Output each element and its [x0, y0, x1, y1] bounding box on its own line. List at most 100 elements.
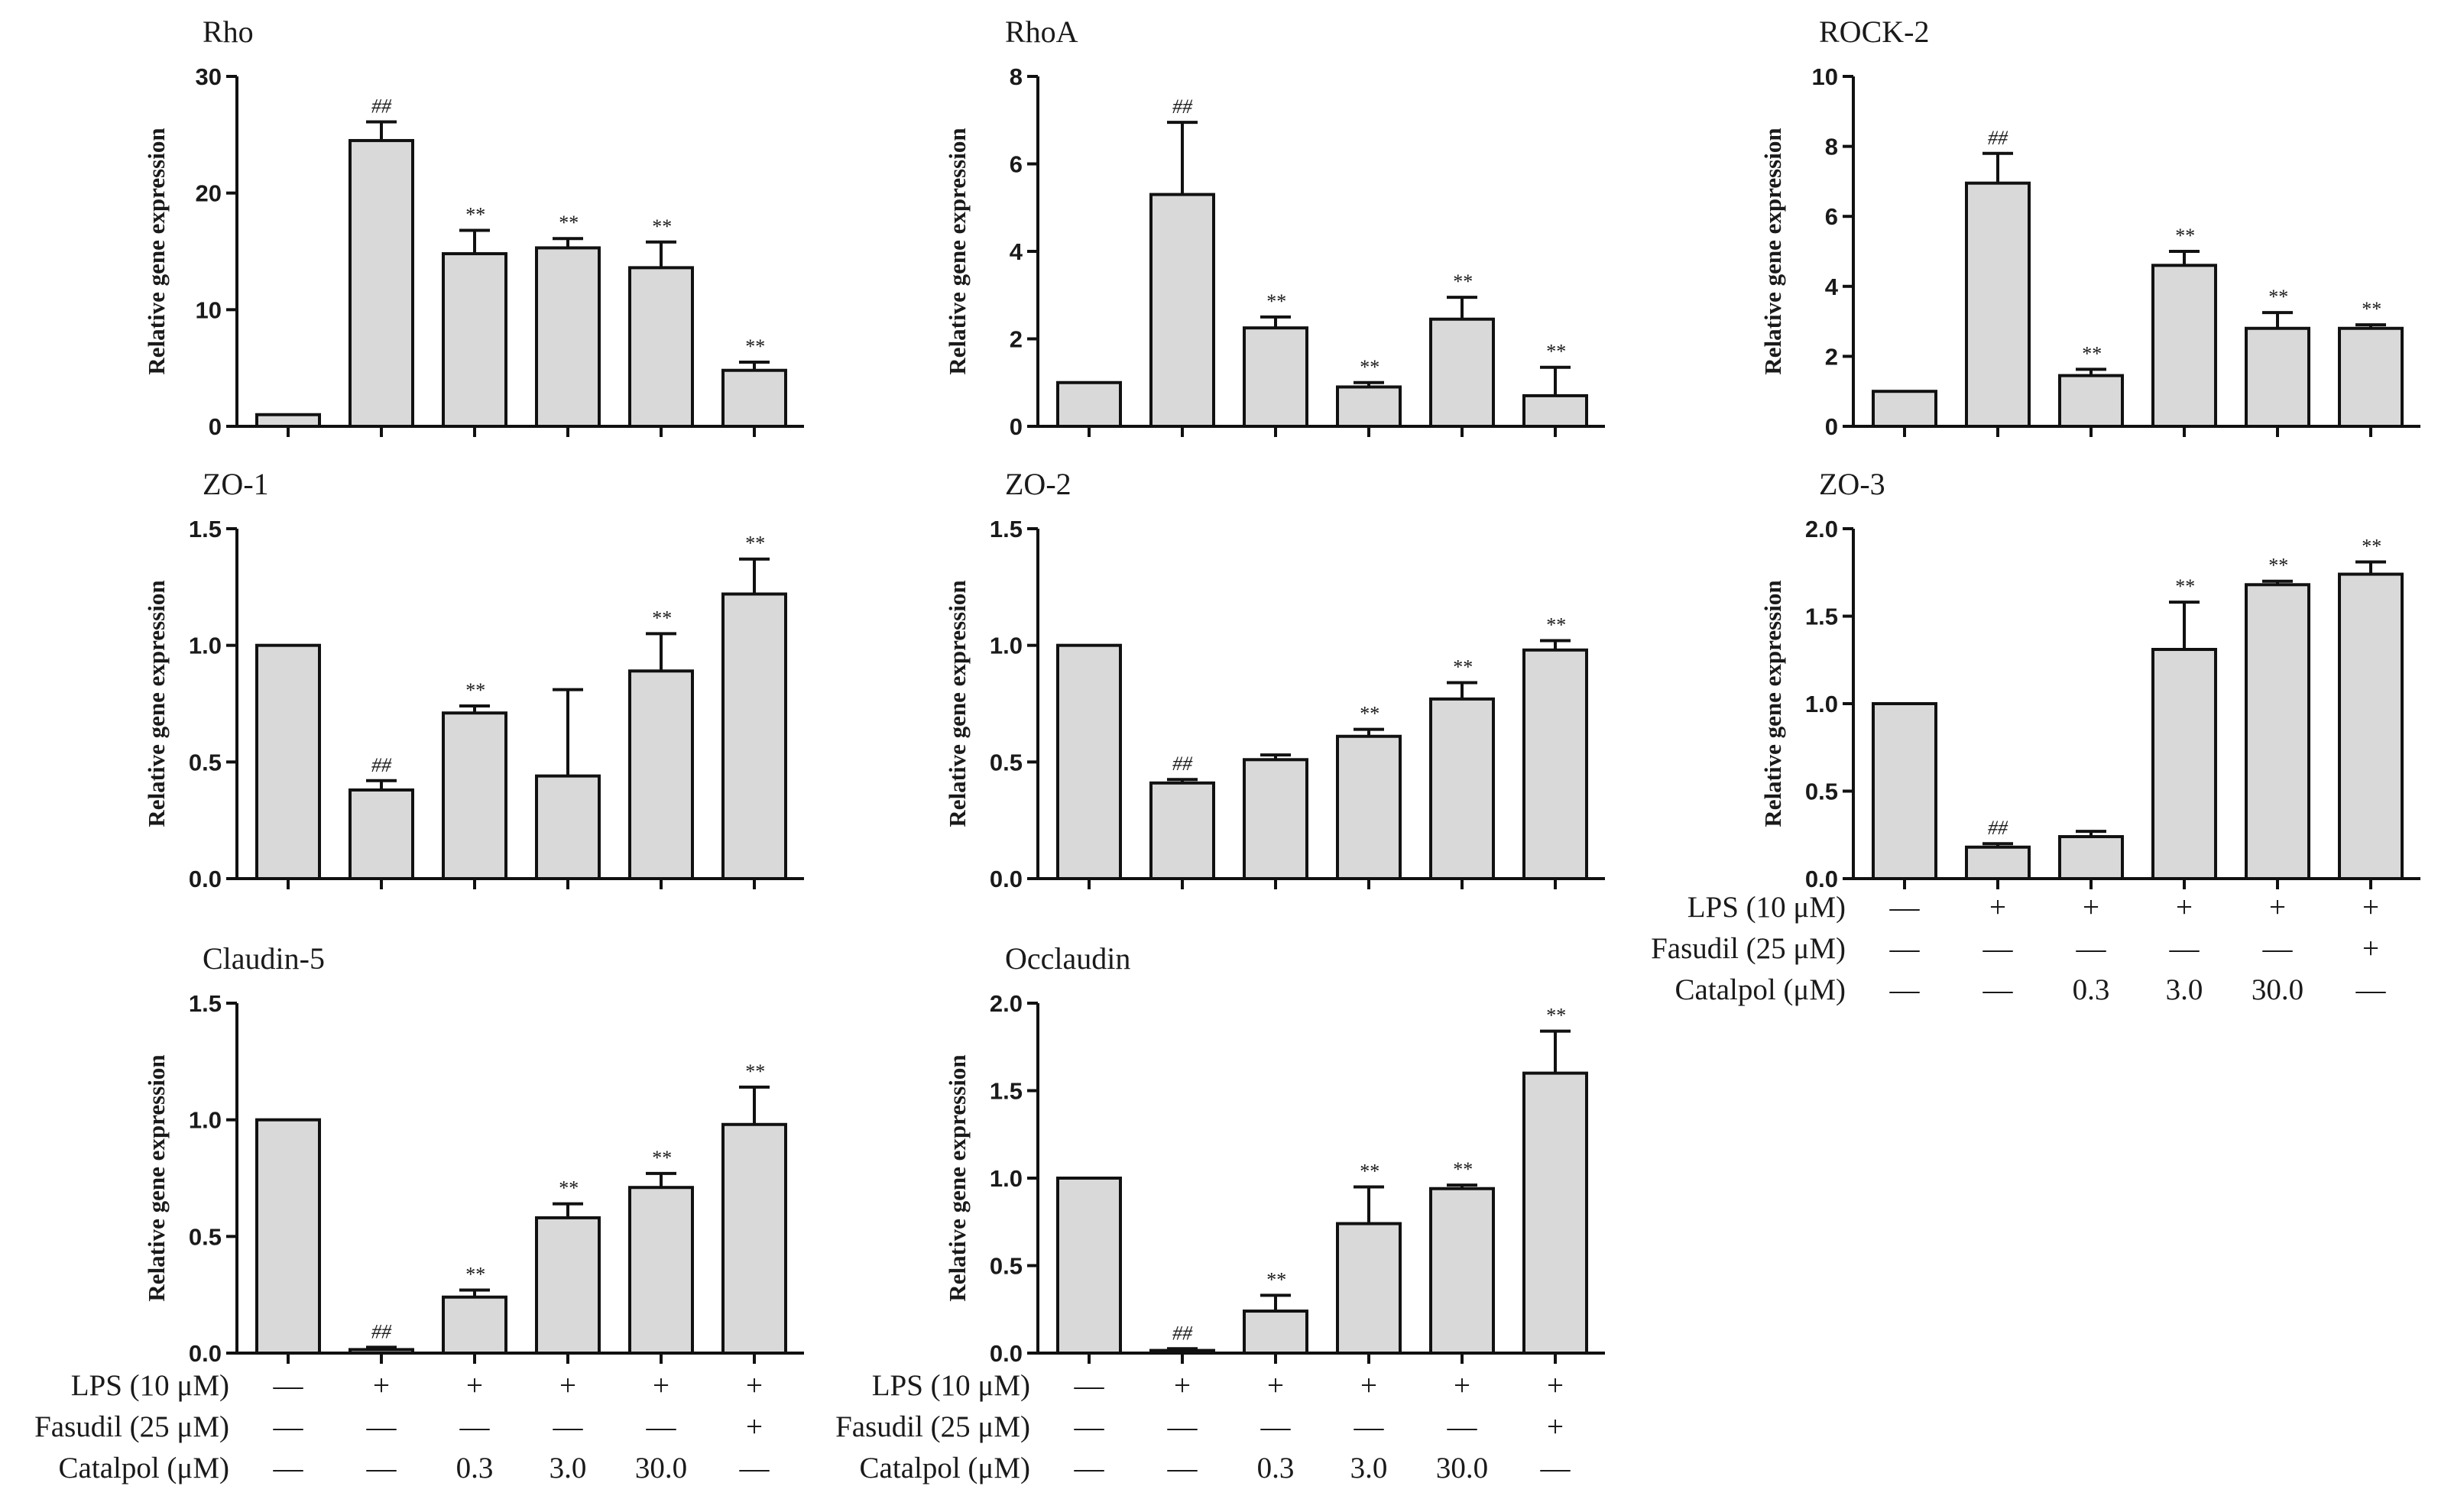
- condition-value: —: [1260, 1410, 1292, 1443]
- condition-value: 3.0: [2166, 973, 2203, 1006]
- y-tick-label: 8: [1010, 63, 1023, 90]
- significance-marker: **: [2361, 536, 2381, 558]
- bar: [2245, 326, 2310, 429]
- bar: [628, 669, 694, 881]
- y-tick-label: 0.5: [990, 1253, 1023, 1280]
- y-tick-label: 2.0: [1805, 516, 1838, 542]
- y-tick-label: 1.0: [990, 1165, 1023, 1192]
- condition-value: +: [1360, 1369, 1377, 1402]
- panel-title: ZO-3: [1819, 467, 1885, 501]
- condition-value: —: [273, 1369, 304, 1402]
- condition-value: 3.0: [550, 1452, 587, 1484]
- significance-marker: ##: [371, 96, 392, 118]
- chart-panel-3: ROCK-2 0 2 4 6 8 10 Relative gene expression ## *…: [1759, 15, 2420, 440]
- significance-marker: **: [1545, 341, 1565, 363]
- significance-marker: **: [1266, 290, 1285, 312]
- significance-marker: **: [651, 1147, 671, 1169]
- bar: [2245, 583, 2310, 881]
- condition-label: LPS (10 μM): [872, 1369, 1030, 1402]
- y-tick-label: 0.5: [990, 749, 1023, 775]
- chart-panel-5: ZO-2 0.0 0.5 1.0 1.5 Relative gene expression…: [944, 467, 1605, 892]
- bar: [1429, 1187, 1495, 1355]
- y-tick-label: 0: [209, 413, 222, 440]
- condition-label: Fasudil (25 μM): [835, 1410, 1030, 1443]
- y-tick-label: 0.5: [189, 1223, 222, 1250]
- bar: [255, 1118, 321, 1355]
- bar: [442, 252, 507, 429]
- significance-marker: **: [465, 679, 485, 701]
- condition-value: —: [366, 1452, 397, 1484]
- condition-value: —: [2076, 932, 2107, 965]
- condition-value: 0.3: [2073, 973, 2110, 1006]
- significance-marker: **: [558, 1177, 578, 1200]
- bar: [721, 368, 787, 428]
- condition-value: —: [1889, 891, 1921, 924]
- condition-value: —: [366, 1410, 397, 1443]
- condition-value: —: [459, 1410, 491, 1443]
- significance-marker: **: [1545, 1005, 1565, 1027]
- condition-value: —: [1889, 932, 1921, 965]
- bar: [535, 246, 601, 429]
- condition-value: 30.0: [2252, 973, 2303, 1006]
- significance-marker: **: [744, 335, 764, 358]
- condition-table-1: LPS (10 μM) — + + + + + Fasudil (25 μM) — — — — — + Ca…: [1651, 891, 2386, 1006]
- significance-marker: **: [744, 533, 764, 555]
- bar: [255, 413, 321, 429]
- condition-value: +: [1174, 1369, 1191, 1402]
- y-tick-label: 10: [196, 296, 222, 323]
- panel-title: Rho: [203, 15, 254, 49]
- condition-value: —: [1982, 932, 2014, 965]
- bar: [2151, 264, 2217, 428]
- condition-value: +: [746, 1369, 763, 1402]
- bar: [1243, 758, 1308, 881]
- bar: [721, 592, 787, 880]
- significance-marker: **: [1359, 356, 1379, 378]
- condition-value: +: [373, 1369, 390, 1402]
- bar: [721, 1122, 787, 1355]
- condition-value: —: [1167, 1452, 1198, 1484]
- bar: [1522, 1071, 1588, 1355]
- significance-marker: **: [2081, 342, 2101, 364]
- y-tick-label: 1.5: [189, 990, 222, 1017]
- significance-marker: **: [1452, 656, 1472, 678]
- condition-value: +: [1547, 1410, 1564, 1443]
- significance-marker: **: [1266, 1268, 1285, 1290]
- y-tick-label: 4: [1825, 274, 1839, 300]
- significance-marker: **: [1452, 270, 1472, 293]
- significance-marker: **: [651, 607, 671, 629]
- y-tick-label: 1.0: [189, 633, 222, 659]
- condition-label: Fasudil (25 μM): [1651, 932, 1846, 965]
- condition-value: +: [559, 1369, 576, 1402]
- significance-marker: ##: [1172, 753, 1193, 775]
- significance-marker: **: [744, 1060, 764, 1083]
- bar: [1056, 1177, 1122, 1355]
- y-tick-label: 0.5: [1805, 779, 1838, 805]
- bar: [535, 774, 601, 880]
- condition-table-2: LPS (10 μM) — + + + + + Fasudil (25 μM) — — — — — + Ca…: [34, 1369, 770, 1484]
- bar: [1243, 1310, 1308, 1355]
- significance-marker: **: [558, 212, 578, 234]
- condition-value: —: [1074, 1369, 1105, 1402]
- condition-value: +: [1454, 1369, 1470, 1402]
- condition-value: +: [1267, 1369, 1284, 1402]
- significance-marker: **: [651, 215, 671, 238]
- condition-label: Fasudil (25 μM): [34, 1410, 229, 1443]
- significance-marker: **: [1545, 614, 1565, 636]
- significance-marker: **: [1452, 1158, 1472, 1180]
- condition-value: +: [2362, 891, 2379, 924]
- y-tick-label: 0.0: [990, 1340, 1023, 1367]
- significance-marker: **: [2268, 286, 2287, 308]
- condition-table-3: LPS (10 μM) — + + + + + Fasudil (25 μM) — — — — — + Ca…: [835, 1369, 1571, 1484]
- bar: [535, 1216, 601, 1355]
- y-tick-label: 0.0: [990, 866, 1023, 892]
- condition-value: —: [739, 1452, 770, 1484]
- bar: [1965, 845, 2031, 881]
- y-axis-label: Relative gene expression: [143, 1054, 170, 1301]
- condition-value: 0.3: [456, 1452, 494, 1484]
- panel-title: Occlaudin: [1005, 941, 1130, 976]
- condition-value: —: [1982, 973, 2014, 1006]
- condition-value: +: [2176, 891, 2193, 924]
- bar: [1965, 181, 2031, 428]
- bar: [1056, 643, 1122, 881]
